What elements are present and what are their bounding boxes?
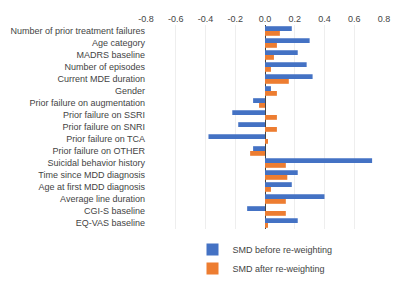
- svg-text:Time since MDD diagnosis: Time since MDD diagnosis: [38, 170, 145, 180]
- svg-text:CGI-S baseline: CGI-S baseline: [84, 206, 145, 216]
- svg-text:0.4: 0.4: [318, 14, 331, 24]
- svg-text:MADRS baseline: MADRS baseline: [76, 50, 145, 60]
- svg-text:Age category: Age category: [92, 38, 146, 48]
- svg-text:Suicidal behavior history: Suicidal behavior history: [47, 158, 145, 168]
- svg-text:Average line duration: Average line duration: [60, 194, 145, 204]
- svg-text:Number of prior treatment fail: Number of prior treatment failures: [10, 26, 145, 36]
- svg-text:Prior failure on augmentation: Prior failure on augmentation: [29, 98, 145, 108]
- svg-text:0.8: 0.8: [378, 14, 391, 24]
- svg-text:0.2: 0.2: [288, 14, 301, 24]
- svg-text:-0.8: -0.8: [138, 14, 154, 24]
- svg-text:SMD before re-weighting: SMD before re-weighting: [233, 245, 333, 255]
- svg-text:Prior failure on OTHER: Prior failure on OTHER: [52, 146, 145, 156]
- svg-text:SMD after re-weighting: SMD after re-weighting: [233, 264, 325, 274]
- svg-text:Age at first MDD diagnosis: Age at first MDD diagnosis: [38, 182, 145, 192]
- svg-text:Prior failure on SNRI: Prior failure on SNRI: [62, 122, 145, 132]
- svg-text:Prior failure on SSRI: Prior failure on SSRI: [63, 110, 145, 120]
- svg-text:Prior failure on TCA: Prior failure on TCA: [66, 134, 145, 144]
- svg-text:EQ-VAS baseline: EQ-VAS baseline: [76, 218, 145, 228]
- svg-text:-0.4: -0.4: [198, 14, 214, 24]
- svg-text:0.6: 0.6: [348, 14, 361, 24]
- svg-text:Gender: Gender: [115, 86, 145, 96]
- svg-text:-0.6: -0.6: [168, 14, 184, 24]
- svg-text:-0.2: -0.2: [227, 14, 243, 24]
- svg-text:Number of episodes: Number of episodes: [64, 62, 145, 72]
- svg-text:0.0: 0.0: [259, 14, 272, 24]
- svg-text:Current MDE duration: Current MDE duration: [57, 74, 145, 84]
